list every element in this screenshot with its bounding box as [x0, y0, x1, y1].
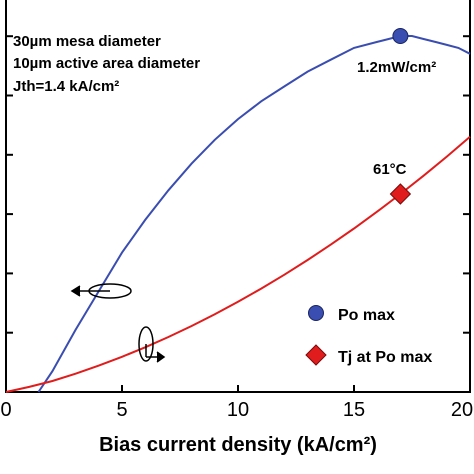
right-ticks [463, 35, 470, 393]
po-max-marker [392, 28, 409, 44]
left-axis-arrow [70, 283, 132, 299]
legend-po-label: Po max [338, 307, 395, 324]
x-tick-label-5: 5 [116, 399, 127, 421]
x-tick-label-20: 20 [451, 399, 473, 421]
output-power-curve [37, 35, 471, 393]
annotation-active-area: 10µm active area diameter [13, 55, 200, 72]
x-tick-label-0: 0 [0, 399, 11, 421]
right-axis-arrow [138, 326, 166, 363]
tj-marker [389, 183, 412, 205]
annotation-threshold: Jth=1.4 kA/cm² [13, 78, 119, 95]
legend: Po max Tj at Po max [305, 305, 432, 366]
x-axis-title: Bias current density (kA/cm²) [99, 434, 377, 456]
legend-tj-label: Tj at Po max [338, 349, 432, 366]
annotation-power: 1.2mW/cm² [357, 59, 436, 76]
x-tick-label-10: 10 [227, 399, 249, 421]
bottom-ticks [5, 385, 471, 392]
legend-tj-marker [305, 344, 327, 366]
annotation-temperature: 61°C [373, 161, 407, 178]
junction-temperature-curve [5, 136, 471, 393]
x-tick-label-15: 15 [343, 399, 365, 421]
legend-po-marker [308, 305, 324, 321]
left-ticks [6, 35, 13, 393]
annotation-mesa: 30µm mesa diameter [13, 33, 161, 50]
